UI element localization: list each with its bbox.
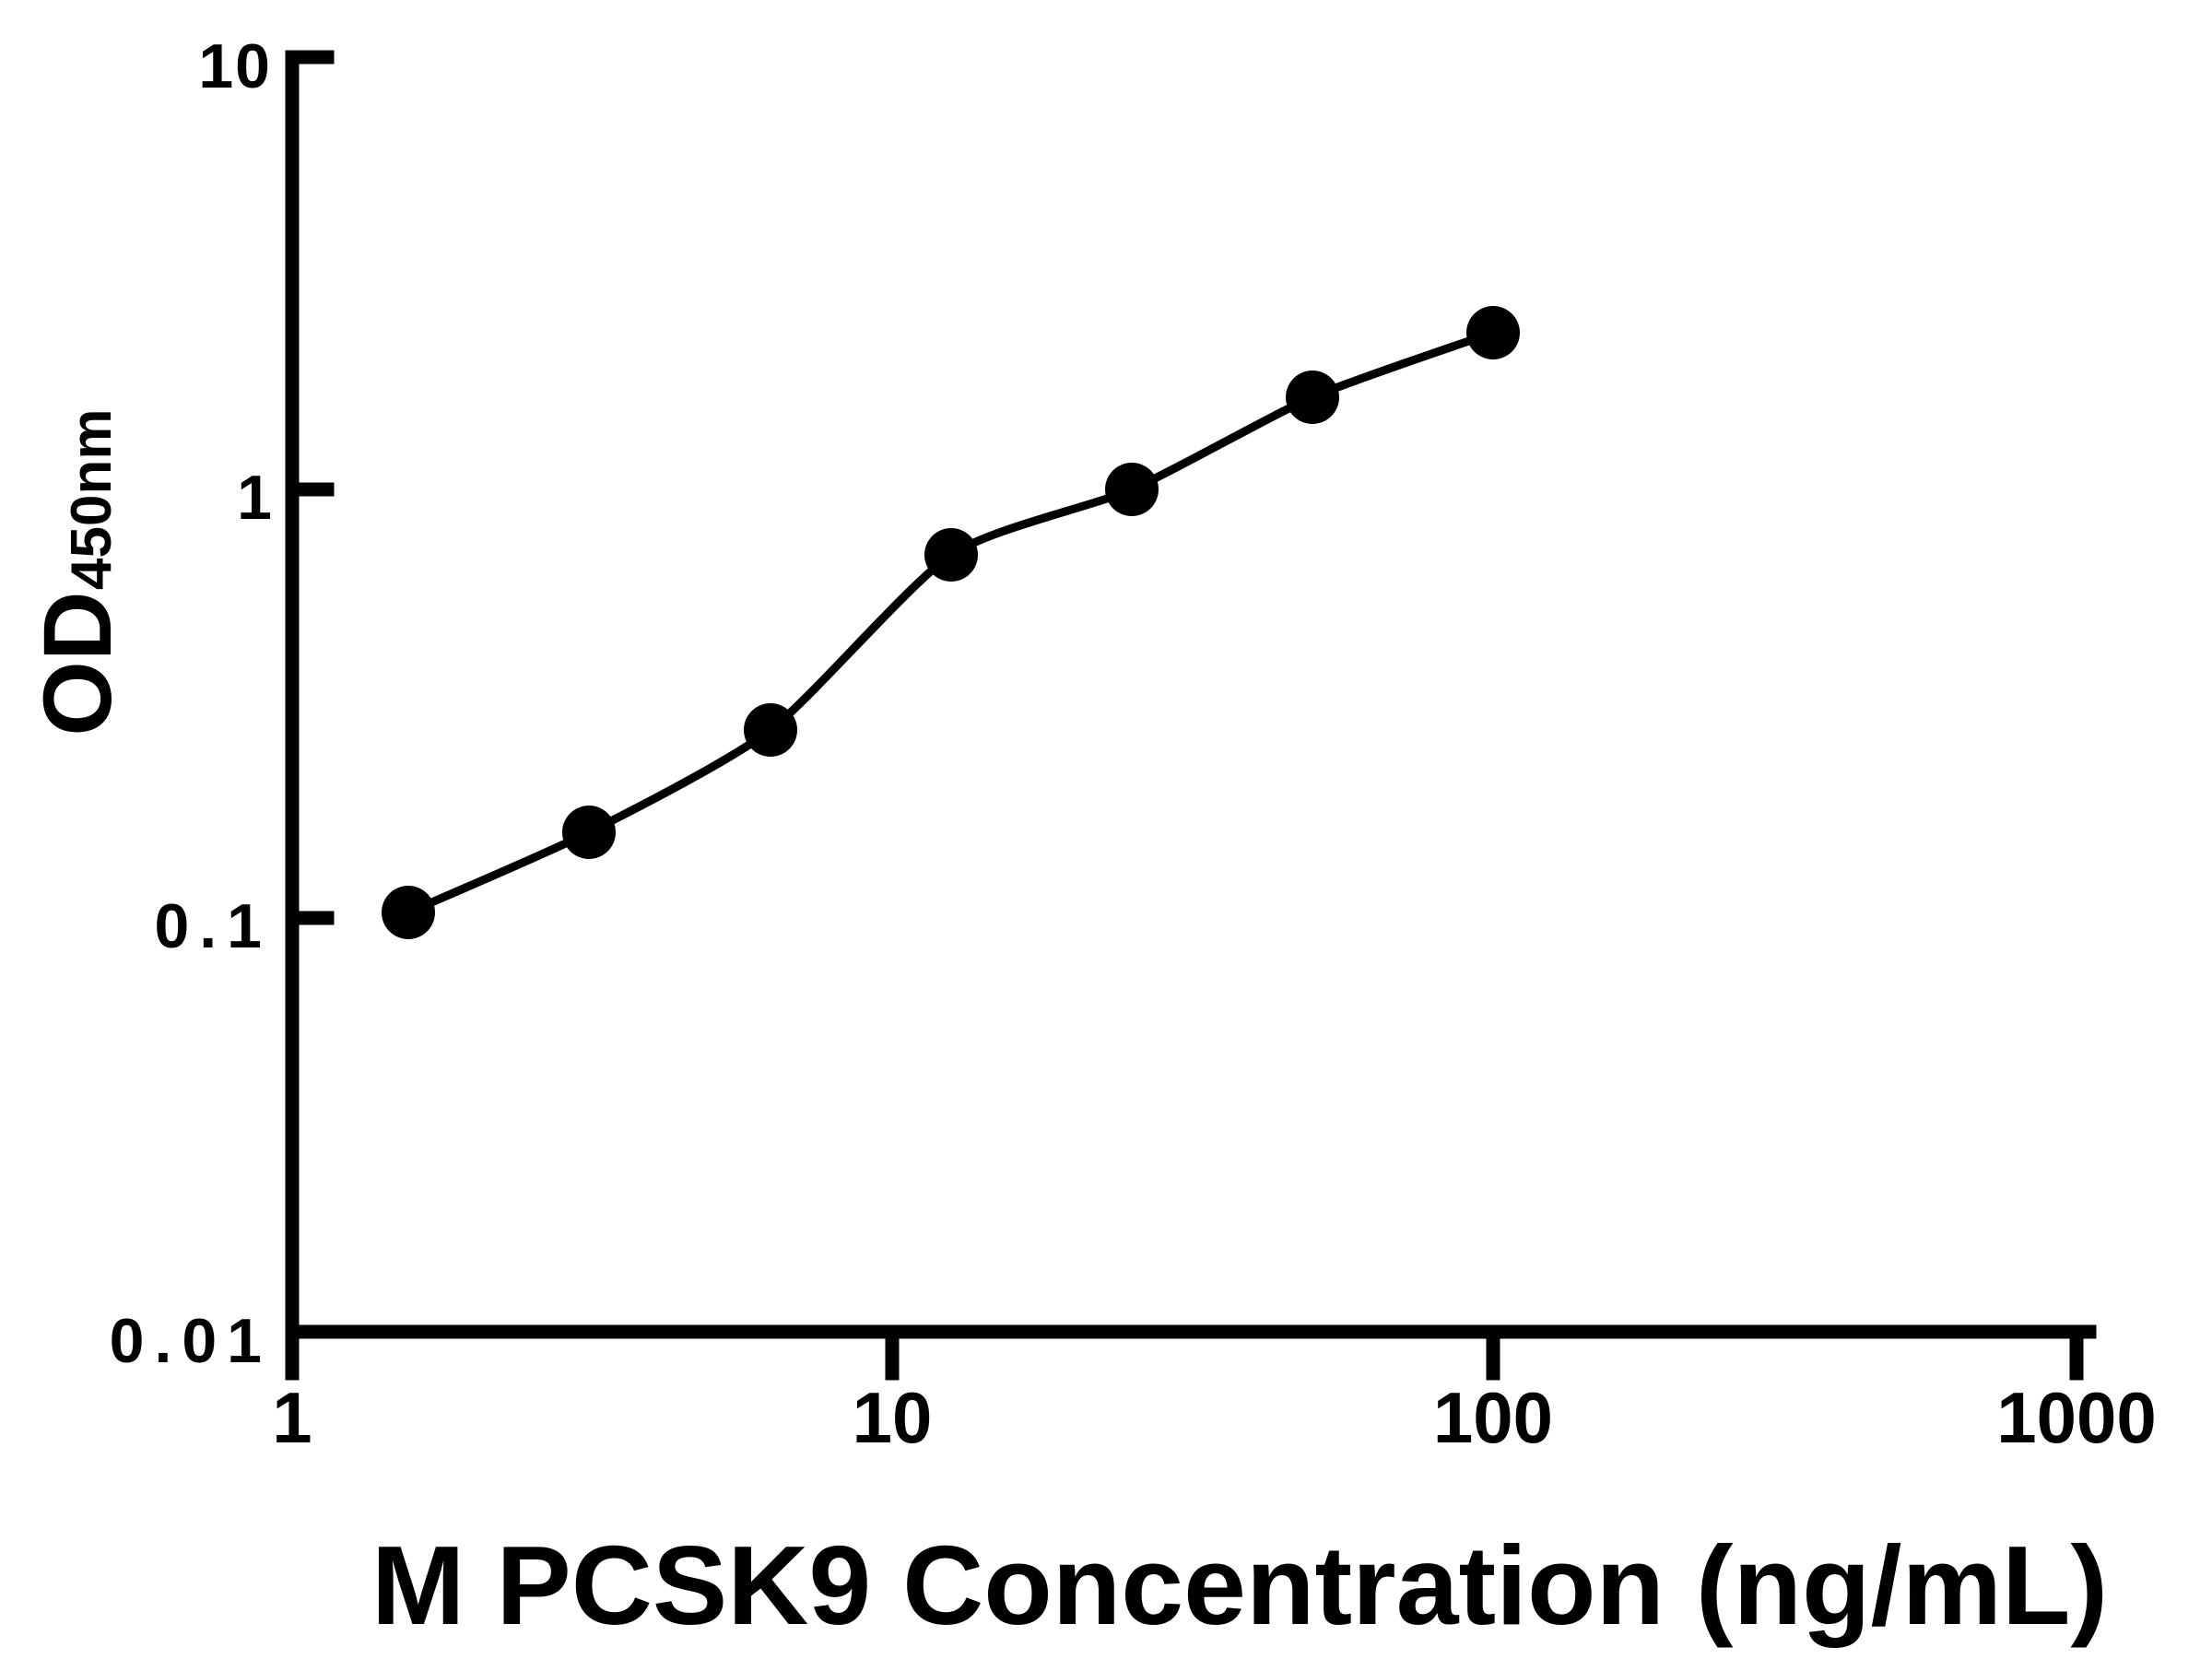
svg-text:0.1: 0.1: [154, 891, 272, 961]
svg-text:450nm: 450nm: [60, 409, 124, 590]
svg-text:10: 10: [198, 31, 272, 101]
svg-text:100: 100: [1433, 1377, 1553, 1458]
svg-text:1: 1: [272, 1377, 312, 1458]
svg-text:M PCSK9 Concentration (ng/mL): M PCSK9 Concentration (ng/mL): [371, 1523, 2108, 1648]
svg-text:10: 10: [853, 1377, 933, 1458]
svg-text:OD: OD: [24, 591, 132, 736]
svg-text:1000: 1000: [1996, 1377, 2157, 1458]
svg-text:1: 1: [237, 463, 272, 533]
svg-text:0.01: 0.01: [110, 1306, 272, 1376]
